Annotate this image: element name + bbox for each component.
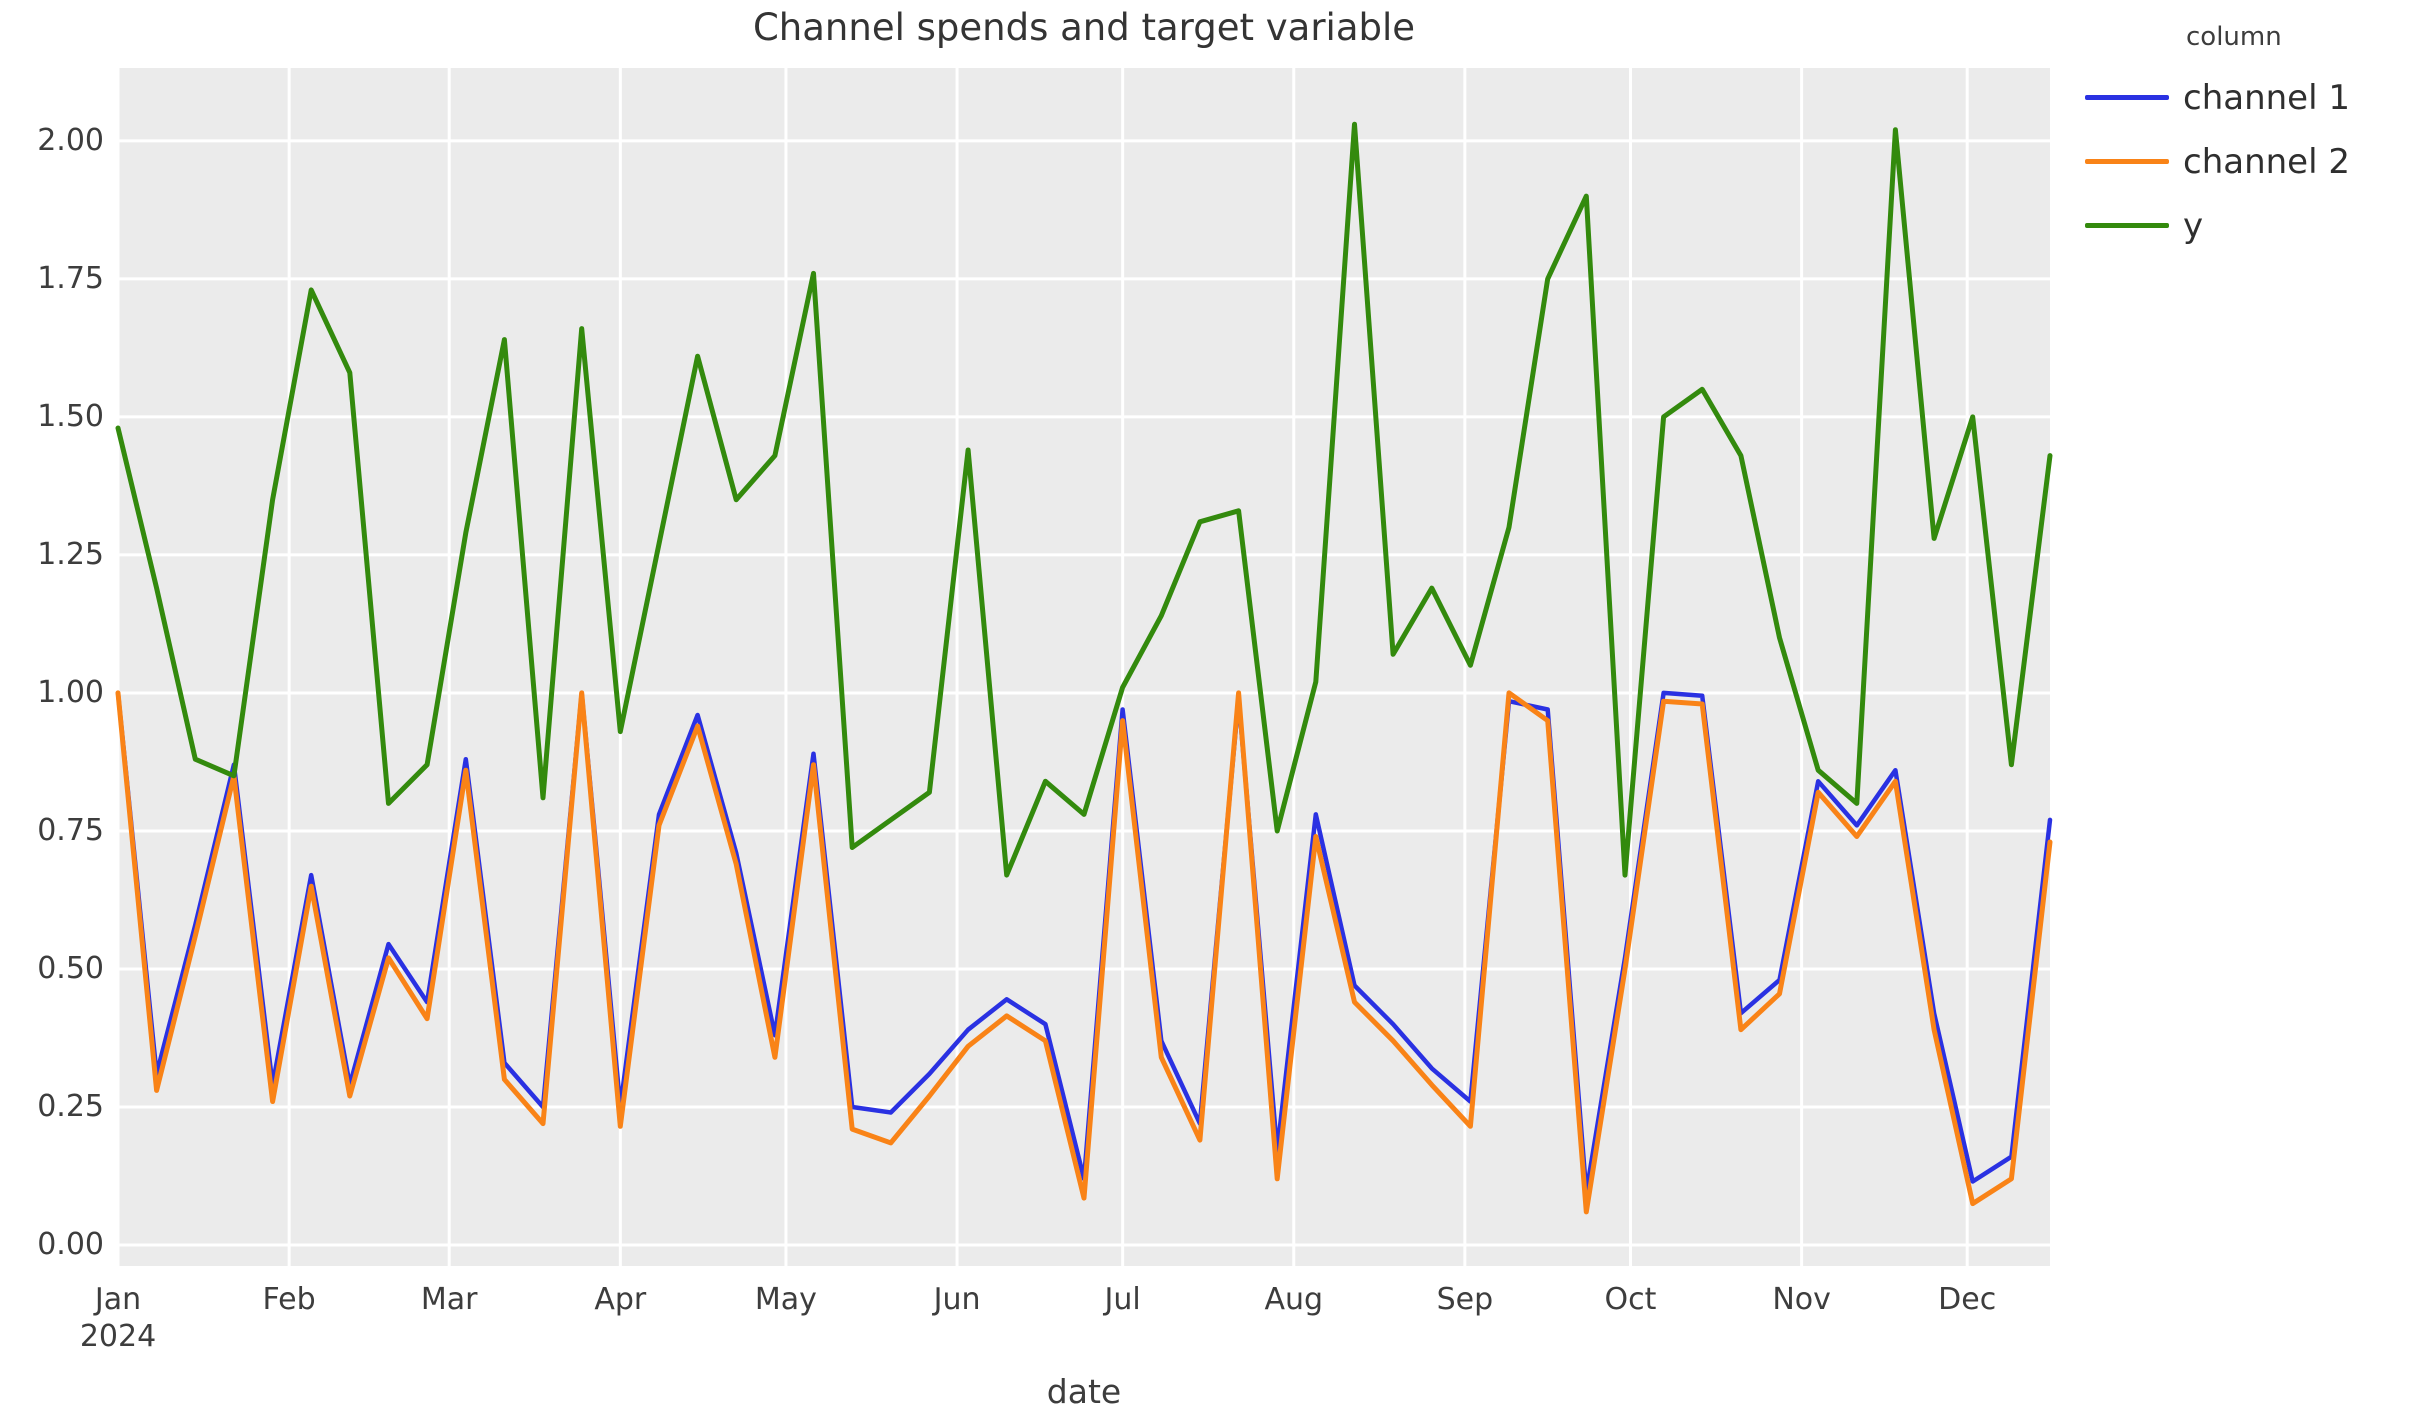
legend-label-channel-2: channel 2 — [2183, 142, 2350, 182]
legend-entry-channel-1: channel 1 — [2085, 66, 2415, 130]
x-tick-label-jun: Jun — [933, 1282, 981, 1317]
legend-line-channel-1-icon — [2085, 95, 2169, 100]
x-tick-label-may: May — [754, 1282, 817, 1317]
x-tick-label-year: 2024 — [79, 1319, 157, 1354]
y-tick-label-0.75: 0.75 — [37, 812, 104, 848]
legend-entry-y: y — [2085, 194, 2415, 258]
x-tick-label-aug: Aug — [1264, 1282, 1324, 1317]
legend-title: column — [2186, 22, 2282, 52]
x-tick-label-jul: Jul — [1104, 1282, 1141, 1317]
series-line-channel-2 — [115, 690, 2053, 1215]
x-tick-label-apr: Apr — [594, 1282, 647, 1317]
legend-line-y-icon — [2085, 223, 2169, 228]
y-tick-label-1.75: 1.75 — [37, 260, 104, 296]
y-tick-label-1.25: 1.25 — [37, 536, 104, 572]
x-tick-label-feb: Feb — [262, 1282, 316, 1317]
x-tick-label-nov: Nov — [1772, 1282, 1831, 1317]
x-tick-label-jan: Jan — [94, 1282, 142, 1317]
y-tick-label-1.00: 1.00 — [37, 674, 104, 710]
series-line-y — [115, 121, 2053, 878]
chart-title: Channel spends and target variable — [752, 6, 1416, 49]
y-tick-label-2.00: 2.00 — [37, 122, 104, 158]
y-tick-label-0.25: 0.25 — [37, 1089, 104, 1124]
legend-label-y: y — [2183, 206, 2204, 246]
legend-label-channel-1: channel 1 — [2183, 78, 2350, 118]
y-tick-label-0.50: 0.50 — [37, 950, 104, 986]
x-tick-label-oct: Oct — [1604, 1282, 1657, 1317]
x-tick-label-sep: Sep — [1436, 1282, 1494, 1317]
legend: column channel 1 channel 2 y — [2085, 22, 2415, 258]
x-tick-label-dec: Dec — [1938, 1282, 1997, 1317]
x-tick-label-mar: Mar — [420, 1282, 478, 1317]
plot-area — [118, 68, 2050, 1266]
y-tick-label-0.00: 0.00 — [37, 1227, 104, 1263]
legend-entry-channel-2: channel 2 — [2085, 130, 2415, 194]
x-axis-title: date — [1046, 1372, 1122, 1411]
y-tick-label-1.50: 1.50 — [37, 398, 104, 434]
legend-line-channel-2-icon — [2085, 159, 2169, 164]
